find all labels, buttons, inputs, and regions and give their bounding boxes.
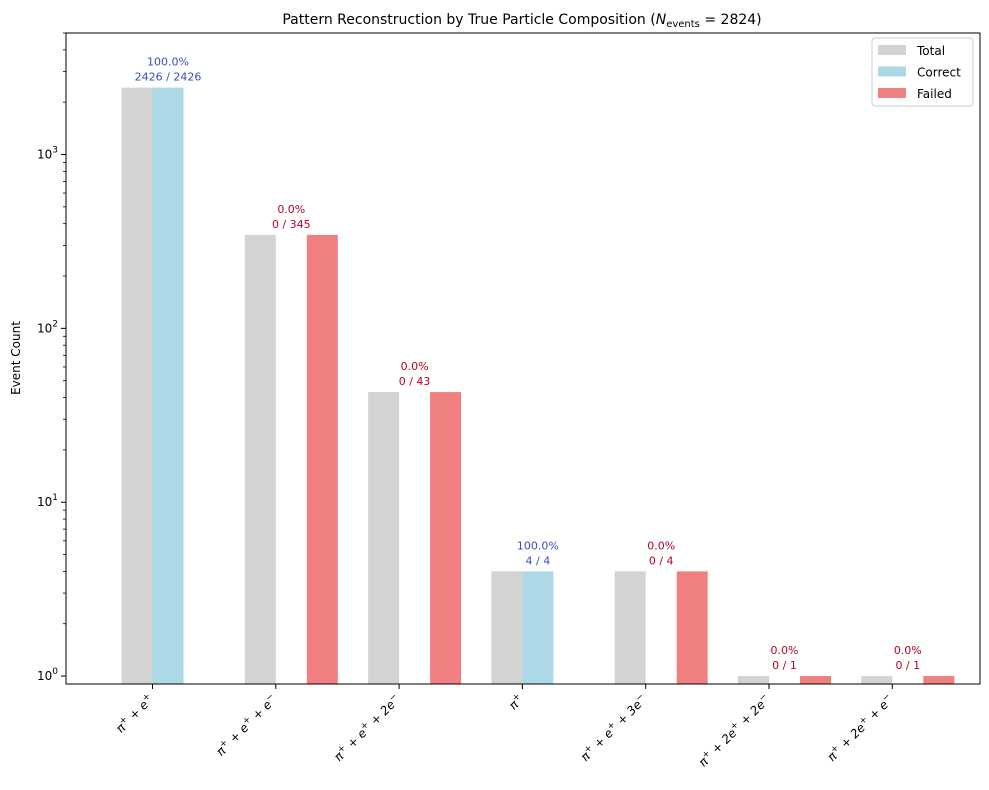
- bar-total-3: [491, 571, 523, 684]
- annotation-frac-1: 0 / 345: [272, 218, 311, 231]
- x-tick-label-3: π+: [505, 692, 526, 713]
- annotation-pct-2: 0.0%: [401, 360, 429, 373]
- annotation-pct-5: 0.0%: [771, 644, 799, 657]
- legend-label-total: Total: [916, 44, 945, 58]
- bar-correct-0: [152, 87, 184, 684]
- legend: Total Correct Failed: [871, 37, 974, 107]
- legend-label-failed: Failed: [917, 87, 952, 101]
- y-tick-label-2: 102: [37, 319, 58, 335]
- bar-total-0: [121, 87, 153, 684]
- bar-total-2: [368, 392, 400, 684]
- bar-failed-6: [923, 676, 955, 684]
- bar-failed-4: [676, 571, 708, 684]
- annotation-frac-5: 0 / 1: [772, 659, 797, 672]
- y-tick-label-1: 101: [37, 493, 58, 509]
- annotation-frac-3: 4 / 4: [526, 554, 551, 567]
- bar-failed-1: [306, 234, 338, 684]
- annotation-frac-6: 0 / 1: [895, 659, 920, 672]
- x-axis: π+ + e+ π+ + e+ + e− π+ + e+ + 2e− π+ π+ + e…: [112, 684, 897, 770]
- x-tick-label-6: π+ + 2e+ + e−: [824, 692, 897, 765]
- bar-failed-5: [800, 676, 831, 684]
- y-tick-label-3: 103: [37, 146, 58, 162]
- bar-failed-2: [430, 392, 462, 684]
- legend-label-correct: Correct: [917, 66, 961, 80]
- x-tick-label-1: π+ + e+ + e−: [213, 692, 280, 759]
- bar-total-1: [244, 234, 276, 684]
- annotation-pct-0: 100.0%: [147, 56, 189, 69]
- bars-layer: [121, 87, 955, 684]
- bar-total-5: [738, 676, 769, 684]
- annotations-layer: 100.0% 2426 / 2426 0.0% 0 / 345 0.0% 0 / 43 10…: [135, 56, 922, 672]
- legend-swatch-total: [878, 45, 906, 55]
- x-tick-label-4: π+ + e+ + 3e−: [577, 692, 650, 765]
- bar-total-6: [861, 676, 893, 684]
- annotation-frac-2: 0 / 43: [399, 375, 431, 388]
- bar-total-4: [614, 571, 646, 684]
- plot-frame: [65, 32, 981, 685]
- title-sub: events: [666, 19, 700, 30]
- annotation-pct-6: 0.0%: [894, 644, 922, 657]
- x-tick-label-2: π+ + e+ + 2e−: [331, 692, 404, 765]
- annotation-pct-1: 0.0%: [277, 203, 305, 216]
- annotation-frac-4: 0 / 4: [649, 554, 674, 567]
- annotation-pct-4: 0.0%: [647, 539, 675, 552]
- x-tick-label-0: π+ + e+: [112, 692, 156, 736]
- bar-correct-3: [522, 571, 554, 684]
- title-text: Pattern Reconstruction by True Particle …: [282, 12, 655, 28]
- title-suffix: = 2824): [700, 12, 762, 28]
- y-tick-label-0: 100: [37, 667, 58, 683]
- legend-swatch-correct: [878, 66, 906, 77]
- chart-title: Pattern Reconstruction by True Particle …: [282, 12, 761, 30]
- annotation-frac-0: 2426 / 2426: [135, 71, 202, 84]
- title-n: N: [656, 12, 667, 28]
- annotation-pct-3: 100.0%: [517, 539, 559, 552]
- y-axis-label: Event Count: [9, 321, 23, 395]
- y-axis: 100 101 102 103: [37, 32, 66, 683]
- x-tick-label-5: π+ + 2e+ + 2e−: [695, 692, 773, 770]
- legend-swatch-failed: [878, 88, 906, 98]
